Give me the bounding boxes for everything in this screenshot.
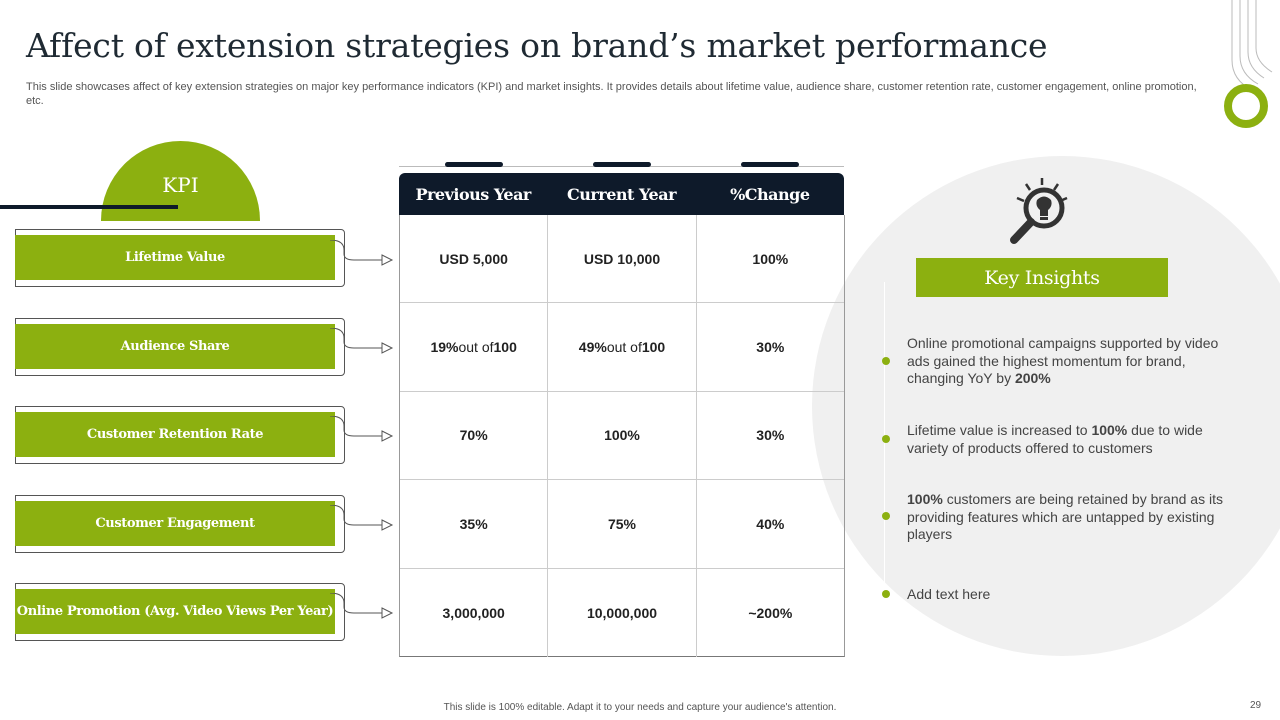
footer-note: This slide is 100% editable. Adapt it to…: [443, 702, 837, 713]
table-cell: 100%: [548, 391, 697, 480]
page-subtitle: This slide showcases affect of key exten…: [26, 81, 1197, 107]
kpi-row-online-promotion: Online Promotion (Avg. Video Views Per Y…: [15, 583, 345, 641]
table-header: Previous Year Current Year %Change: [399, 173, 844, 215]
kpi-row-audience-share: Audience Share: [15, 318, 345, 376]
table-cell: 3,000,000: [400, 568, 549, 657]
table-cell: 30%: [756, 427, 785, 444]
table-cell: 35%: [400, 480, 549, 568]
table-cell: 30%: [756, 339, 785, 356]
arrow-connector-icon: [330, 593, 394, 619]
arrow-connector-icon: [330, 416, 394, 442]
insight-item: 100% customers are being retained by bra…: [907, 491, 1223, 542]
kpi-label: Online Promotion (Avg. Video Views Per Y…: [15, 589, 335, 634]
table-cell: 19% out of 100: [400, 303, 549, 391]
bullet-dot: [882, 590, 890, 598]
kpi-row-customer-engagement: Customer Engagement: [15, 495, 345, 553]
bullet-dot: [882, 435, 890, 443]
table-tab-marker: [445, 162, 503, 167]
table-body: USD 5,000 USD 10,000 100% 19% out of 100 49%…: [399, 215, 845, 657]
column-header-current-year: Current Year: [566, 184, 677, 204]
kpi-label: Customer Engagement: [15, 501, 335, 546]
kpi-row-lifetime-value: Lifetime Value: [15, 229, 345, 287]
table-row: 70% 100% 30%: [400, 391, 844, 481]
kpi-label: Lifetime Value: [15, 235, 335, 280]
table-cell: 75%: [548, 480, 697, 568]
table-cell: 40%: [756, 515, 785, 532]
kpi-label: Customer Retention Rate: [15, 412, 335, 457]
column-header-change: %Change: [730, 184, 810, 204]
arrow-connector-icon: [330, 328, 394, 354]
table-row: 19% out of 100 49% out of 100 30%: [400, 303, 844, 392]
column-header-previous-year: Previous Year: [415, 184, 531, 204]
table-cell: ~200%: [748, 604, 793, 621]
table-row: 35% 75% 40%: [400, 480, 844, 569]
kpi-divider: [0, 205, 178, 209]
bullet-dot: [882, 357, 890, 365]
table-cell: 70%: [400, 391, 549, 480]
insight-item: Add text here: [907, 586, 991, 602]
page-number: 29: [1250, 700, 1262, 711]
insight-item: Online promotional campaigns supported b…: [907, 335, 1219, 386]
table-row: 3,000,000 10,000,000 ~200%: [400, 568, 844, 657]
table-tab-marker: [741, 162, 799, 167]
table-cell: 49% out of 100: [548, 303, 697, 391]
table-row: USD 5,000 USD 10,000 100%: [400, 215, 844, 304]
kpi-heading-badge: KPI: [101, 141, 260, 221]
kpi-row-customer-retention-rate: Customer Retention Rate: [15, 406, 345, 464]
key-insights-heading: Key Insights: [916, 258, 1168, 297]
page-title: Affect of extension strategies on brand’…: [26, 26, 1048, 65]
insight-item: Lifetime value is increased to 100% due …: [907, 422, 1203, 456]
table-cell: USD 5,000: [400, 215, 549, 303]
decorative-ring: [1224, 84, 1268, 128]
table-cell: USD 10,000: [548, 215, 697, 303]
arrow-connector-icon: [330, 240, 394, 266]
arrow-connector-icon: [330, 505, 394, 531]
table-tab-marker: [593, 162, 651, 167]
kpi-label: Audience Share: [15, 324, 335, 369]
table-cell: 10,000,000: [548, 568, 697, 657]
lightbulb-magnifier-icon: [1010, 178, 1068, 244]
table-cell: 100%: [752, 250, 789, 267]
kpi-heading: KPI: [162, 173, 199, 197]
bullet-dot: [882, 512, 890, 520]
background-circle: [812, 156, 1280, 656]
